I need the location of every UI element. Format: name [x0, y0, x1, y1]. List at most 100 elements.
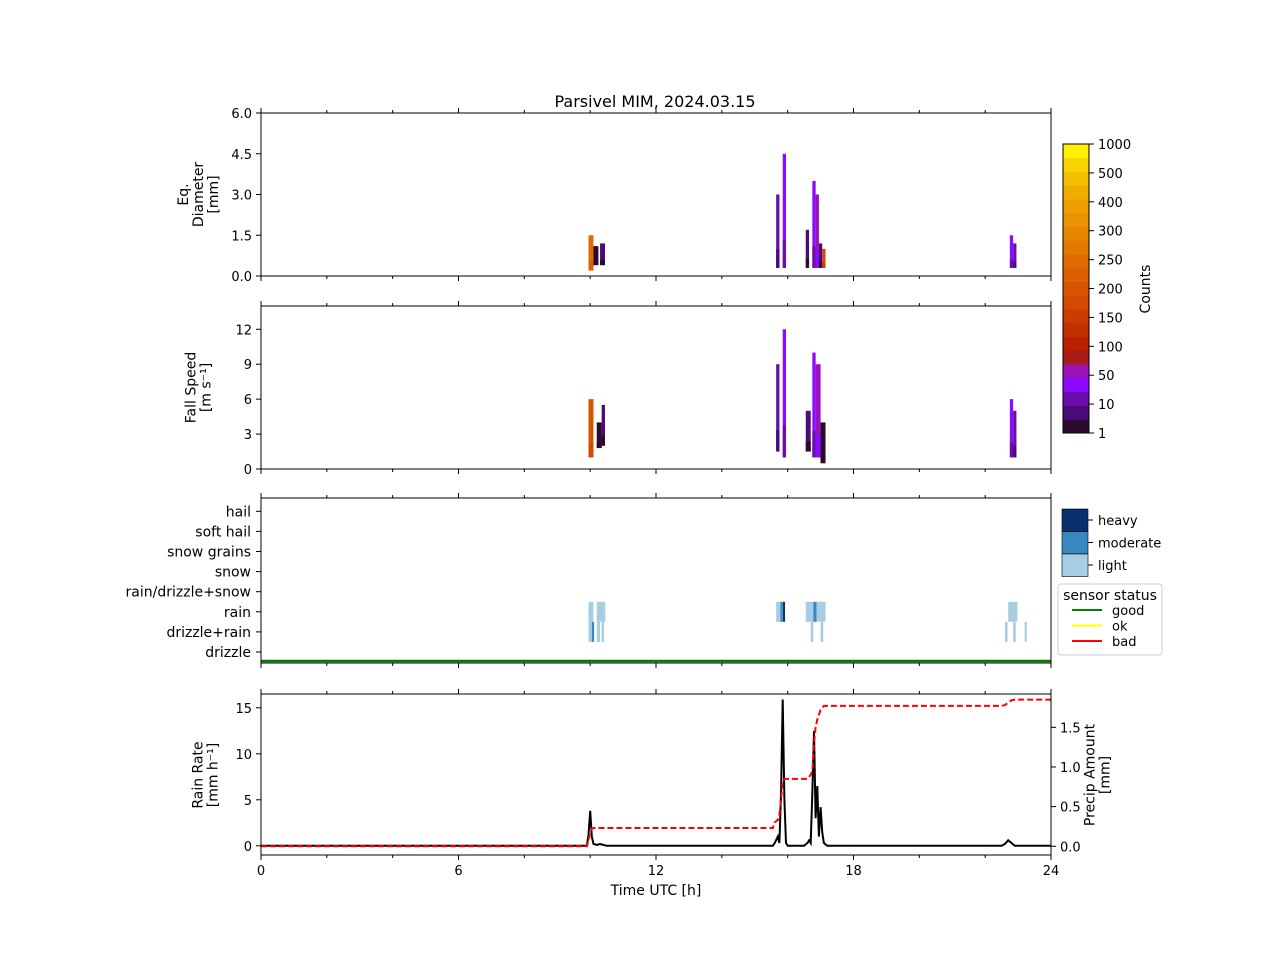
diameter-y-label: Eq. Diameter [mm] [176, 162, 222, 228]
heatmap-column-base [776, 249, 780, 268]
heatmap-column [782, 329, 787, 458]
heatmap-column-base [782, 425, 787, 458]
precip-type-bar [591, 621, 595, 642]
x-tick-label: 24 [1043, 864, 1060, 879]
heatmap-column [1013, 410, 1017, 458]
colorbar-level [1063, 240, 1089, 255]
axis-label-line: Precip Amount [1083, 723, 1099, 826]
colorbar-levels [1063, 144, 1089, 434]
precip-amount-y-label: Precip Amount [mm] [1083, 723, 1114, 826]
precip-type-panel: drizzle drizzle+rain rain rain/drizzle+snow… [126, 493, 1052, 668]
heatmap-column-base [1009, 442, 1014, 458]
precip-type-axes-frame [260, 497, 1052, 664]
colorbar-tick-label: 200 [1098, 283, 1123, 298]
heatmap-column [588, 399, 594, 458]
heatmap-column-base [1013, 261, 1017, 268]
intensity-swatch-moderate [1061, 531, 1089, 555]
axis-label-line: [mm] [1098, 756, 1114, 794]
precip-type-bar [816, 601, 826, 622]
heatmap-column [593, 246, 599, 266]
category-label: rain [224, 605, 251, 621]
precip-type-bar [780, 601, 783, 622]
heatmap-column-base [1009, 259, 1014, 268]
precip-type-bar [1008, 601, 1018, 622]
y2-tick-label: 0.5 [1060, 801, 1081, 816]
colorbar-level [1063, 185, 1089, 200]
y-tick-label: 12 [235, 323, 252, 338]
axis-label-line: [mm] [206, 175, 222, 213]
axis-label-line: Eq. [176, 183, 192, 205]
precip-type-bar [1024, 621, 1027, 642]
heatmap-column [820, 422, 826, 464]
colorbar-level [1063, 364, 1089, 379]
category-label: snow grains [167, 545, 251, 561]
precip-type-bars [588, 601, 1027, 642]
y-tick-label: 0 [244, 840, 252, 855]
colorbar-level [1063, 405, 1089, 420]
heatmap-column-base [601, 435, 605, 446]
fall-speed-x-ticks [260, 301, 1052, 474]
y-tick-label: 9 [244, 358, 252, 373]
heatmap-column-base [593, 260, 599, 266]
heatmap-column-base [820, 452, 826, 464]
colorbar-level [1063, 309, 1089, 324]
status-legend-title: sensor status [1063, 588, 1157, 604]
x-tick-label: 6 [454, 864, 462, 879]
precip-type-bar [588, 621, 592, 642]
heatmap-column [812, 180, 816, 268]
fall-speed-y-ticks: 0 3 6 9 12 [235, 323, 261, 478]
y2-tick-label: 1.5 [1060, 721, 1081, 736]
y-tick-label: 15 [235, 702, 252, 717]
colorbar-level [1063, 144, 1089, 159]
heatmap-column [1009, 235, 1014, 268]
axis-label-line: Diameter [191, 162, 207, 228]
precip-type-bar [1004, 621, 1008, 642]
heatmap-column-base [782, 239, 787, 268]
heatmap-column [1013, 243, 1017, 268]
precip-type-y-ticks: drizzle drizzle+rain rain rain/drizzle+snow… [126, 504, 261, 661]
diameter-heatmap [588, 153, 1017, 271]
category-label: drizzle [205, 645, 251, 661]
heatmap-column-base [588, 261, 594, 271]
rain-rate-y-label: Rain Rate [mm h⁻¹] [191, 741, 222, 808]
axis-label-line: Rain Rate [191, 741, 207, 808]
heatmap-column-base [818, 261, 823, 268]
colorbar-label: Counts [1138, 265, 1154, 314]
category-label: soft hail [195, 524, 251, 540]
category-label: snow [215, 565, 251, 581]
heatmap-column-base [776, 429, 780, 452]
rain-x-ticks: 0 6 12 18 24 [257, 689, 1059, 879]
x-axis-label: Time UTC [h] [610, 883, 702, 899]
colorbar-tick-label: 10 [1098, 398, 1115, 413]
y-tick-label: 3 [244, 428, 252, 443]
category-label: hail [226, 504, 251, 520]
y-tick-label: 5 [244, 794, 252, 809]
intensity-label-moderate: moderate [1098, 537, 1161, 552]
colorbar-level [1063, 377, 1089, 393]
colorbar-level [1063, 212, 1089, 228]
precip-type-bar [1013, 621, 1016, 642]
rain-rate-line [261, 699, 1051, 847]
precip-type-bar [588, 601, 594, 622]
colorbar-level [1063, 254, 1089, 269]
colorbar-level [1063, 199, 1089, 214]
heatmap-column-base [822, 263, 826, 268]
intensity-label-heavy: heavy [1098, 514, 1138, 529]
heatmap-column-base [815, 249, 819, 268]
colorbar-level [1063, 281, 1089, 296]
colorbar-level [1063, 295, 1089, 310]
heatmap-column [822, 248, 826, 268]
colorbar-level [1063, 336, 1089, 351]
fall-speed-y-label: Fall Speed [m s⁻¹] [184, 352, 215, 423]
heatmap-column-base [812, 246, 816, 268]
intensity-label-light: light [1098, 559, 1127, 574]
precip-amount-line [261, 698, 1051, 848]
heatmap-column-base [596, 441, 602, 449]
heatmap-column [600, 243, 605, 266]
colorbar-tick-label: 50 [1098, 369, 1115, 384]
heatmap-column [812, 352, 816, 458]
y-tick-label: 1.5 [231, 229, 252, 244]
x-tick-label: 12 [648, 864, 665, 879]
colorbar-tick-label: 400 [1098, 196, 1123, 211]
